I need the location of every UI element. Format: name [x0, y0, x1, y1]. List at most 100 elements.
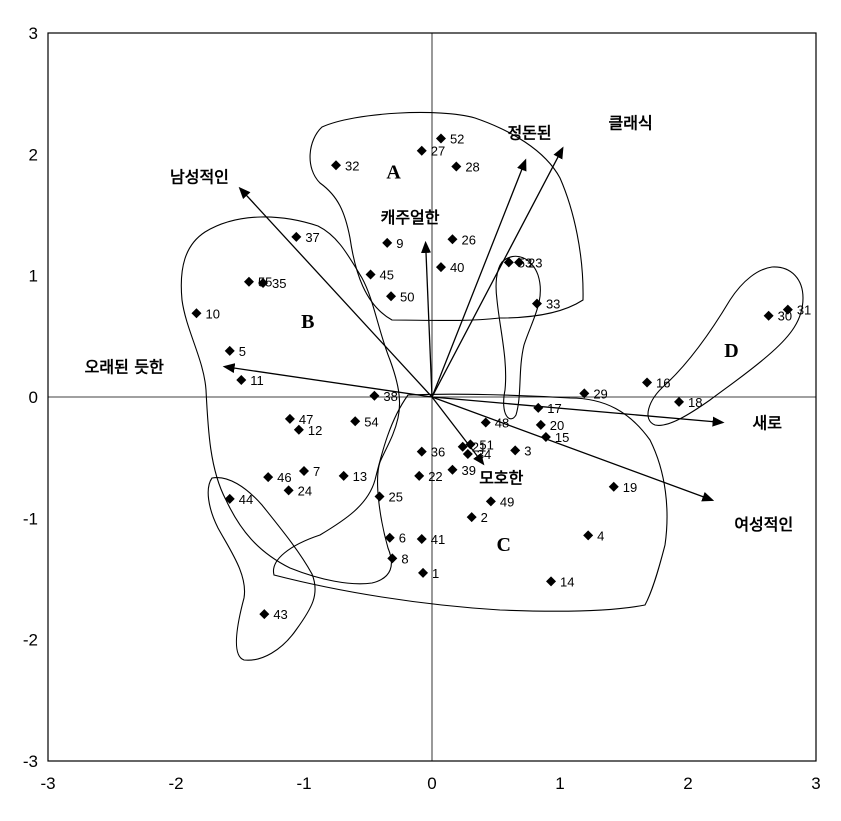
cluster-outline-a	[309, 111, 584, 322]
x-tick-label: -1	[296, 774, 311, 793]
point-marker	[674, 396, 685, 407]
point-label: 38	[383, 389, 397, 404]
point-label: 50	[400, 289, 414, 304]
point-marker	[451, 161, 462, 172]
vector-label: 남성적인	[170, 167, 229, 186]
point-label: 18	[688, 395, 702, 410]
y-tick-label: 2	[29, 145, 38, 164]
vector-arrow	[238, 186, 433, 398]
point-marker	[243, 276, 254, 287]
vector-label: 오래된 듯한	[85, 358, 164, 377]
point-label: 33	[546, 297, 560, 312]
point-marker	[462, 449, 473, 460]
point-label: 19	[623, 480, 637, 495]
cluster-labels: A B C D	[301, 162, 739, 556]
x-tick-labels: -3 -2 -1 0 1 2 3	[40, 774, 820, 793]
point-marker	[447, 464, 458, 475]
point-marker	[382, 237, 393, 248]
point-label: 5	[239, 344, 246, 359]
point-marker	[387, 553, 398, 564]
point-label: 16	[656, 375, 670, 390]
point-marker	[414, 470, 425, 481]
point-marker	[259, 609, 270, 620]
point-marker	[418, 567, 429, 578]
point-marker	[435, 262, 446, 273]
point-marker	[263, 472, 274, 483]
vector-label: 새로	[753, 413, 783, 432]
point-label: 15	[555, 430, 569, 445]
y-tick-label: -2	[23, 631, 38, 650]
point-marker	[531, 298, 542, 309]
vector-label: 여성적인	[734, 515, 793, 534]
point-label: 43	[273, 607, 287, 622]
point-marker	[369, 390, 380, 401]
point-label: 29	[593, 386, 607, 401]
x-tick-label: -2	[168, 774, 183, 793]
point-marker	[503, 257, 514, 268]
point-marker	[533, 402, 544, 413]
x-tick-label: 1	[555, 774, 564, 793]
point-marker	[480, 417, 491, 428]
point-label: 52	[450, 132, 464, 147]
point-label: 28	[465, 159, 479, 174]
point-marker	[447, 234, 458, 245]
cluster-outline-f	[495, 255, 541, 420]
cluster-label: A	[386, 162, 401, 184]
point-marker	[384, 532, 395, 543]
point-marker	[283, 485, 294, 496]
point-label: 49	[500, 494, 514, 509]
point-marker	[416, 533, 427, 544]
point-label: 11	[250, 373, 264, 388]
point-marker	[338, 470, 349, 481]
vector-arrow	[431, 396, 725, 427]
x-tick-label: -3	[40, 774, 55, 793]
cluster-outline-c	[272, 393, 668, 612]
cluster-label: B	[301, 311, 314, 333]
point-label: 1	[432, 566, 439, 581]
cluster-outline-d	[647, 266, 804, 426]
y-tick-labels: 3 2 1 0 -1 -2 -3	[23, 24, 38, 771]
point-label: 25	[389, 489, 403, 504]
point-marker	[514, 257, 525, 268]
point-marker	[485, 496, 496, 507]
point-label: 39	[461, 463, 475, 478]
point-marker	[284, 413, 295, 424]
point-marker	[374, 491, 385, 502]
point-label: 35	[272, 276, 286, 291]
point-label: 45	[380, 267, 394, 282]
point-label: 27	[431, 144, 445, 159]
point-label: 37	[305, 230, 319, 245]
point-marker	[291, 231, 302, 242]
cluster-label: D	[724, 340, 738, 362]
point-marker	[642, 377, 653, 388]
point-marker	[416, 446, 427, 457]
x-tick-label: 2	[683, 774, 692, 793]
point-marker	[224, 493, 235, 504]
point-marker	[299, 466, 309, 477]
y-tick-label: 0	[29, 388, 38, 407]
x-tick-label: 3	[811, 774, 820, 793]
point-label: 46	[277, 470, 291, 485]
point-label: 7	[313, 464, 320, 479]
vector-arrow	[431, 396, 485, 466]
point-label: 9	[396, 236, 403, 251]
point-label: 6	[399, 531, 406, 546]
point-marker	[293, 424, 304, 435]
vector-label: 정돈된	[507, 123, 551, 142]
point-label: 44	[239, 492, 253, 507]
point-label: 32	[345, 158, 359, 173]
point-marker	[331, 160, 341, 171]
point-marker	[510, 445, 521, 456]
cluster-label: C	[496, 534, 510, 556]
point-marker	[258, 277, 269, 288]
y-tick-label: 3	[29, 24, 38, 43]
point-marker	[782, 304, 793, 315]
vector-arrow	[431, 146, 564, 398]
point-marker	[224, 345, 235, 356]
point-marker	[540, 432, 551, 443]
vector-label: 모호한	[479, 469, 523, 488]
point-label: 31	[797, 303, 811, 318]
